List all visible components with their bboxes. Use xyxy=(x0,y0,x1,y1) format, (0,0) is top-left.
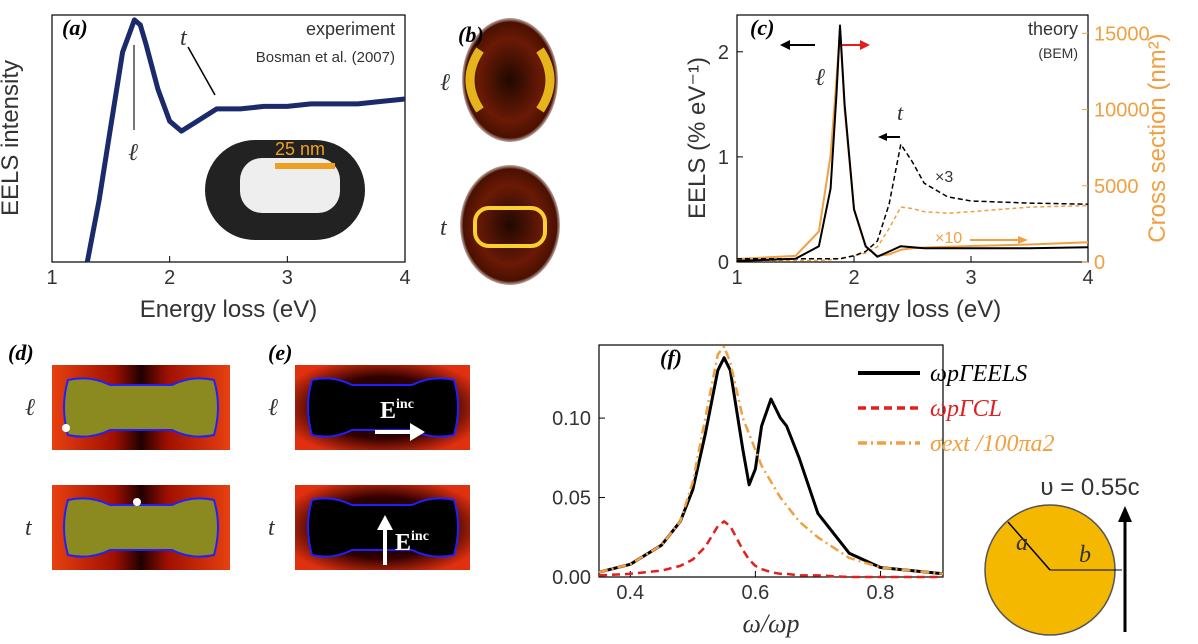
x-tick-label: 4 xyxy=(399,267,410,289)
series-line xyxy=(736,24,1089,262)
plot-frame xyxy=(51,14,406,263)
panel-label: (f) xyxy=(660,345,682,370)
plot-frame xyxy=(598,344,944,578)
annotation: ×10 xyxy=(935,230,962,247)
x-tick-label: 3 xyxy=(965,267,976,289)
series-line xyxy=(736,27,1089,260)
panel-d-images xyxy=(52,365,230,570)
y-tick-label: 0.10 xyxy=(552,408,591,430)
x-axis-label: Energy loss (eV) xyxy=(824,296,1001,323)
annotation: b xyxy=(1079,542,1091,568)
annotation: t xyxy=(180,25,188,51)
annotation: a xyxy=(1016,530,1028,556)
y2-tick-label: 15000 xyxy=(1094,23,1150,45)
plot-frame xyxy=(736,14,1089,263)
series-line xyxy=(598,356,944,576)
x-axis-label: Energy loss (eV) xyxy=(140,296,317,323)
x-tick-label: 0.4 xyxy=(616,582,644,604)
panel-label: (e) xyxy=(268,340,292,365)
field-symbol: E xyxy=(395,530,411,556)
annotation: experiment xyxy=(306,19,395,39)
field-label: Einc xyxy=(380,397,414,424)
legend-label: σext /100πa2 xyxy=(930,431,1055,457)
mode-label: ℓ xyxy=(25,395,35,421)
x-tick-label: 3 xyxy=(282,267,293,289)
x-tick-label: 0.6 xyxy=(741,582,769,604)
y-tick-label: 0 xyxy=(718,252,729,274)
series-line xyxy=(737,143,1089,260)
legend-label: ωpΓCL xyxy=(930,396,1002,422)
field-sup: inc xyxy=(411,529,429,544)
x-tick-label: 2 xyxy=(848,267,859,289)
mode-label: ℓ xyxy=(440,70,450,96)
y2-tick-label: 10000 xyxy=(1094,100,1150,122)
mode-label: t xyxy=(268,515,276,541)
mode-label: t xyxy=(440,215,448,241)
field-sup: inc xyxy=(396,397,414,412)
annotation: theory xyxy=(1028,19,1078,39)
y-tick-label: 1 xyxy=(718,147,729,169)
annotation: Bosman et al. (2007) xyxy=(256,49,395,66)
series-line xyxy=(737,204,1089,262)
field-symbol: E xyxy=(380,398,396,424)
radius-arrow xyxy=(1007,521,1051,571)
legend-label: ωpΓEELS xyxy=(930,361,1027,387)
x-axis-label: ω/ωp xyxy=(743,609,800,638)
y-axis-label: EELS intensity xyxy=(0,60,24,216)
panel-e-images xyxy=(295,365,470,570)
inset-core xyxy=(240,158,340,213)
annotation: ×3 xyxy=(935,169,953,186)
panel-label: (c) xyxy=(750,15,774,40)
panel-b-images xyxy=(460,18,560,285)
panel-label: (a) xyxy=(62,15,88,40)
y-tick-label: 2 xyxy=(718,42,729,64)
y2-tick-label: 5000 xyxy=(1094,176,1139,198)
annotation: ℓ xyxy=(815,65,825,91)
series-line xyxy=(84,17,406,263)
y2-axis-label: Cross section (nm²) xyxy=(1144,33,1171,242)
y-tick-label: 0.00 xyxy=(552,567,591,589)
annotation: (BEM) xyxy=(1038,45,1078,61)
x-tick-label: 1 xyxy=(46,267,57,289)
x-tick-label: 1 xyxy=(731,267,742,289)
series-line xyxy=(598,345,944,576)
annotation-arrows xyxy=(133,45,216,130)
scale-bar xyxy=(275,163,335,169)
direction-arrows xyxy=(780,40,1028,244)
x-tick-label: 2 xyxy=(164,267,175,289)
trajectory-head xyxy=(1118,506,1132,522)
x-tick-label: 0.8 xyxy=(867,582,895,604)
annotation: υ = 0.55c xyxy=(1040,474,1139,501)
x-tick-label: 4 xyxy=(1082,267,1093,289)
y2-tick-label: 0 xyxy=(1094,252,1105,274)
mode-label: ℓ xyxy=(268,395,278,421)
annotation: t xyxy=(897,100,904,125)
panel-label: (b) xyxy=(458,22,484,47)
annotation: ℓ xyxy=(128,140,138,166)
panel-label: (d) xyxy=(8,340,34,365)
y-axis-label: EELS (% eV⁻¹) xyxy=(684,57,711,219)
y-tick-label: 0.05 xyxy=(552,488,591,510)
annotation: 25 nm xyxy=(275,139,325,159)
mode-label: t xyxy=(25,515,33,541)
field-label: Einc xyxy=(395,529,429,556)
